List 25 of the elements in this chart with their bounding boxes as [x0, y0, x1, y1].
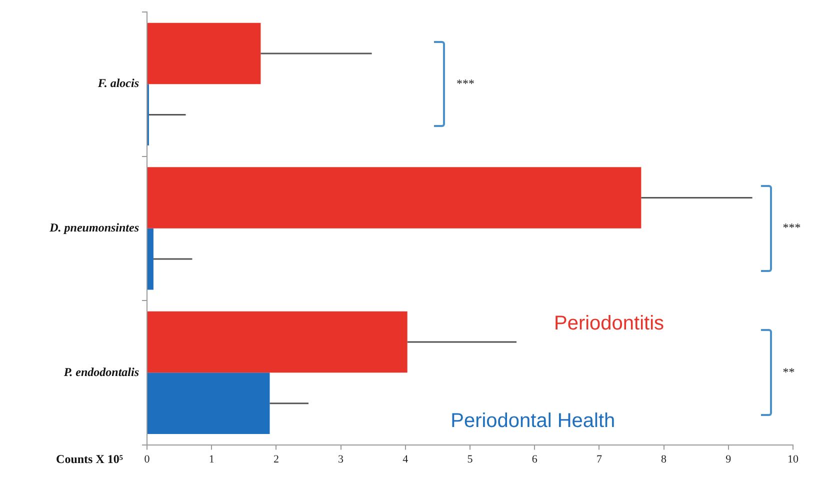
x-tick-label: 2 — [273, 453, 279, 466]
bar — [148, 22, 261, 84]
x-tick-label: 1 — [208, 453, 214, 466]
y-tick-label: D. pneumonsintes — [48, 220, 140, 234]
bar — [148, 311, 408, 373]
bar — [148, 167, 642, 228]
x-tick-label: 6 — [532, 453, 538, 466]
y-tick-label: F. alocis — [96, 76, 140, 90]
annotation: *** — [456, 76, 474, 90]
bar — [148, 372, 270, 434]
annotation: ** — [782, 364, 795, 379]
annotation: *** — [782, 220, 801, 235]
x-tick-label: 5 — [467, 453, 474, 466]
x-tick-label: 0 — [144, 453, 150, 466]
text: Periodontitis — [554, 312, 664, 335]
y-tick-label: P. endodontalis — [64, 364, 140, 379]
x-tick-label: 4 — [402, 453, 409, 466]
bar — [148, 228, 154, 290]
x-tick-label: 10 — [788, 453, 799, 466]
x-tick-label: 8 — [661, 453, 668, 466]
x-tick-label: 3 — [338, 453, 344, 466]
x-tick-label: 9 — [726, 453, 732, 466]
x-axis-title: Counts X 10⁵ — [56, 452, 124, 466]
text: Periodontal Health — [450, 410, 616, 432]
x-tick-label: 7 — [596, 453, 602, 466]
